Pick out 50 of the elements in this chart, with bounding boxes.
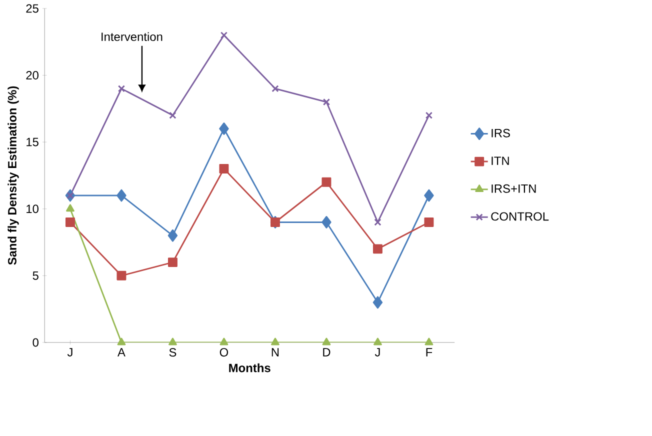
point xyxy=(219,164,229,174)
point xyxy=(169,112,176,119)
y-tick-label: 20 xyxy=(26,71,38,80)
y-tick-label: 5 xyxy=(32,272,38,280)
x-tick-label: J xyxy=(374,348,380,356)
point xyxy=(322,338,331,346)
legend-label: IRS+ITN xyxy=(492,184,536,193)
point xyxy=(168,258,178,268)
point xyxy=(272,85,279,92)
x-tick-label: O xyxy=(220,348,228,357)
point xyxy=(65,217,75,227)
point xyxy=(374,218,382,226)
x-tick-label: S xyxy=(169,348,176,357)
point xyxy=(66,204,74,212)
point xyxy=(322,216,332,228)
annotation: Intervention xyxy=(102,32,162,42)
x-tick-label: J xyxy=(67,348,72,356)
x-tick-label: F xyxy=(426,348,432,356)
point xyxy=(168,229,178,242)
point xyxy=(168,338,177,346)
legend-label: IRS xyxy=(492,128,510,138)
point xyxy=(116,270,126,280)
x-axis-title: Months xyxy=(229,363,270,372)
x-tick-label: D xyxy=(323,348,330,356)
point xyxy=(220,32,228,39)
point xyxy=(424,217,434,227)
point xyxy=(372,296,383,309)
y-tick-label: 25 xyxy=(26,4,38,13)
x-tick-label: A xyxy=(118,348,126,356)
point xyxy=(271,338,280,346)
x-tick-label: N xyxy=(272,348,279,356)
point xyxy=(374,338,382,346)
point xyxy=(372,244,382,254)
legend-label: CONTROL xyxy=(491,212,549,221)
point xyxy=(424,189,434,202)
point xyxy=(116,189,126,202)
point xyxy=(424,338,434,346)
point xyxy=(66,192,74,200)
y-tick-label: 0 xyxy=(32,338,38,347)
y-axis-title: Sand fly Density Estimation (%) xyxy=(8,86,19,265)
point xyxy=(219,122,229,135)
legend-label: ITN xyxy=(492,156,509,165)
y-tick-label: 10 xyxy=(26,204,38,214)
point xyxy=(118,85,126,92)
point xyxy=(117,338,126,346)
point xyxy=(220,338,228,346)
point xyxy=(425,112,433,119)
y-tick-label: 15 xyxy=(26,138,38,146)
point xyxy=(322,177,332,187)
point xyxy=(322,98,330,106)
